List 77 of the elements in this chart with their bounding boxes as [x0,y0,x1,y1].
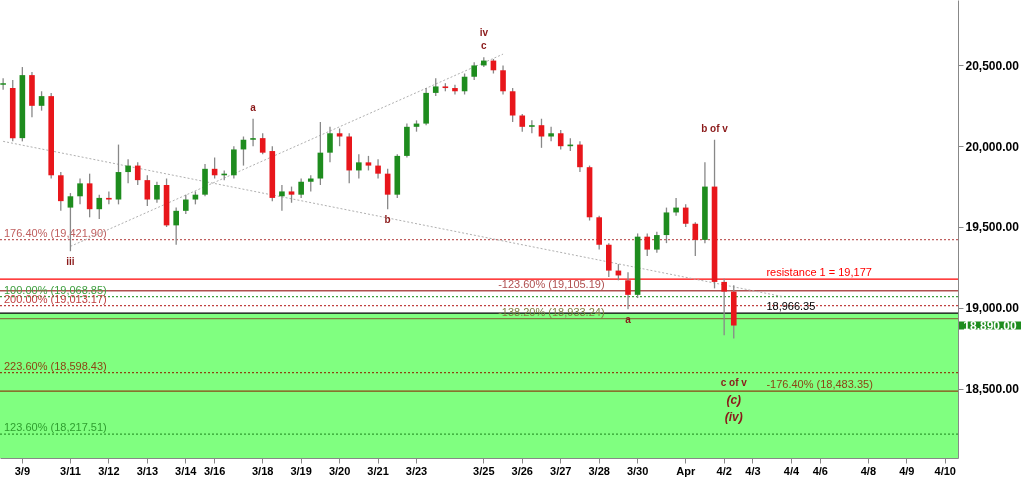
y-tick-label: 20,000.00 [965,139,1020,154]
y-tick-label: 20,500.00 [965,58,1020,73]
candlestick [625,271,631,311]
x-tick-label: 3/13 [136,464,159,477]
x-tick-label: 3/23 [405,464,428,477]
candlestick [173,206,179,246]
candlestick [356,153,362,180]
x-tick-label: 3/21 [367,464,389,477]
x-tick-label: 4/2 [716,464,732,477]
candlestick [692,221,699,257]
candlestick [327,126,333,164]
candlestick [298,177,304,199]
candlestick [721,278,727,336]
candlestick [144,174,151,207]
candlestick [529,119,535,134]
candlestick [106,190,112,206]
candlestick [538,118,545,149]
candlestick [96,194,103,220]
candlestick [0,77,6,91]
ref-line-label: 18,966.35 [766,300,816,313]
candlestick [500,64,506,96]
ref-line-label: -176.40% (18,483.35) [766,378,873,391]
x-tick-label: 4/6 [812,464,828,477]
x-tick-label: 3/27 [550,464,572,477]
annotation: a [250,101,257,113]
candlestick [548,126,554,143]
x-tick-label: 3/16 [203,464,226,477]
x-tick-label: 3/18 [251,464,274,477]
y-tick-label: 19,000.00 [965,301,1020,316]
x-tick-label: 3/20 [328,464,351,477]
ref-line-label: 223.60% (18,598.43) [4,359,107,372]
x-tick-label: 3/11 [60,464,81,477]
x-tick-label: 3/28 [588,464,610,477]
x-tick-label: 4/9 [899,464,915,477]
candlestick [644,232,651,257]
x-tick-label: 3/19 [290,464,312,477]
x-tick-label: 3/26 [511,464,533,477]
annotation: b [384,214,391,226]
ref-line-label: -123.60% (19,105.19) [498,277,605,290]
x-tick-label: 4/10 [934,464,956,477]
candlestick [682,203,689,228]
candlestick [38,90,45,112]
x-tick-label: 3/9 [14,464,30,477]
annotation: b of v [701,122,729,134]
candlestick [134,161,141,186]
candlestick [279,184,285,212]
candlestick [182,194,189,215]
x-tick-label: 4/3 [745,464,761,477]
candlestick [663,206,670,244]
candlestick [154,181,160,204]
ref-line-label: 123.60% (18,217.51) [4,421,107,434]
candlestick [250,118,256,147]
candlestick [557,129,564,151]
candlestick [452,84,458,96]
annotation: iii [66,256,75,268]
y-tick-label: 18,500.00 [965,382,1020,397]
candlestick [259,132,266,155]
annotation: c [481,40,488,52]
ref-line-label: resistance 1 = 19,177 [766,266,872,279]
text: 18,890.00 [963,318,1018,333]
candlestick [77,177,83,206]
annotation: (iv) [724,410,743,425]
annotation: c of v [720,377,748,389]
x-tick-label: 4/8 [860,464,876,477]
x-tick-label: 3/30 [626,464,649,477]
x-tick-label: Apr [676,464,696,477]
candlestick [375,158,381,180]
y-tick-label: 19,500.00 [965,220,1020,235]
x-tick-label: 4/4 [783,464,800,477]
x-tick-label: 3/25 [473,464,495,477]
candlestick [125,158,131,185]
candlestick [577,140,583,173]
x-tick-label: 3/14 [175,464,198,477]
annotation: iv [479,27,489,39]
annotation: (c) [726,393,742,408]
candlestick [654,231,660,254]
x-tick-label: 3/12 [98,464,120,477]
